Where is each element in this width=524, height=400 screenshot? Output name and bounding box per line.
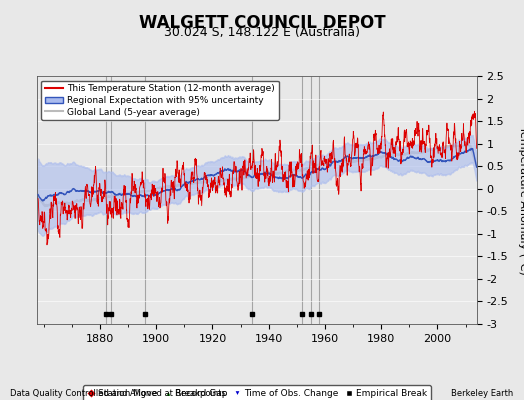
Text: Data Quality Controlled and Aligned at Breakpoints: Data Quality Controlled and Aligned at B… bbox=[10, 389, 226, 398]
Text: 30.024 S, 148.122 E (Australia): 30.024 S, 148.122 E (Australia) bbox=[164, 26, 360, 39]
Text: WALGETT COUNCIL DEPOT: WALGETT COUNCIL DEPOT bbox=[139, 14, 385, 32]
Y-axis label: Temperature Anomaly (°C): Temperature Anomaly (°C) bbox=[518, 126, 524, 274]
Text: Berkeley Earth: Berkeley Earth bbox=[451, 389, 514, 398]
Legend: Station Move, Record Gap, Time of Obs. Change, Empirical Break: Station Move, Record Gap, Time of Obs. C… bbox=[83, 385, 431, 400]
